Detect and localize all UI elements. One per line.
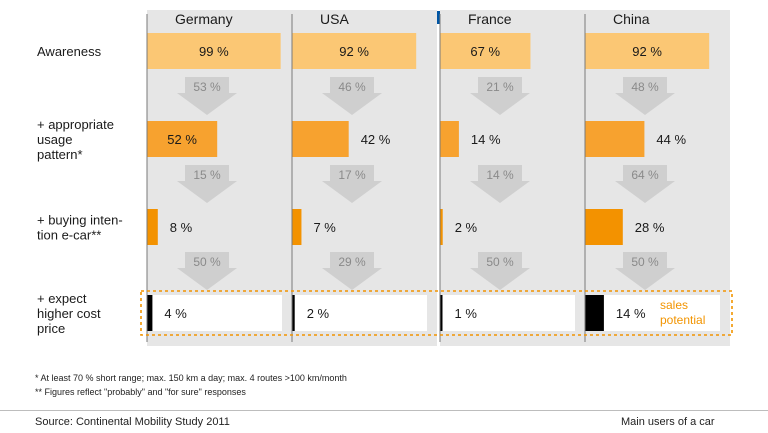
sales-potential-label-line-1: potential	[660, 313, 705, 327]
value-label-0-1: 92 %	[339, 44, 369, 59]
conversion-arrow-1-2	[470, 165, 530, 203]
bar-2-3	[585, 209, 623, 245]
row-label-0-line-0: Awareness	[37, 44, 102, 59]
conversion-arrow-2-1	[322, 252, 382, 290]
conversion-rate-label-1-2: 14 %	[486, 168, 514, 182]
bar-0-2	[440, 33, 531, 69]
value-label-3-0: 4 %	[164, 306, 187, 321]
bar-1-2	[440, 121, 459, 157]
value-label-3-1: 2 %	[307, 306, 330, 321]
conversion-arrow-1-3	[615, 165, 675, 203]
value-label-1-3: 44 %	[656, 132, 686, 147]
cost-row-cell-0	[147, 295, 282, 331]
sales-potential-label-line-0: sales	[660, 298, 688, 312]
bar-2-1	[292, 209, 302, 245]
sales-potential-box	[140, 290, 733, 336]
value-label-3-3: 14 %	[616, 306, 646, 321]
bar-0-1	[292, 33, 417, 69]
row-label-2-line-0: + buying inten-	[37, 213, 123, 228]
funnel-chart: Germany USA France China 53 % 46 % 21 % 48 % 15 …	[37, 10, 733, 346]
main-users-note: Main users of a car	[621, 416, 715, 428]
value-label-2-1: 7 %	[313, 220, 336, 235]
bar-2-2	[440, 209, 443, 245]
conversion-arrow-2-2	[470, 252, 530, 290]
country-label-france: France	[468, 11, 512, 27]
row-label-1-line-1: usage	[37, 132, 72, 147]
value-label-3-2: 1 %	[455, 306, 478, 321]
conversion-rate-label-1-0: 15 %	[193, 168, 221, 182]
source-note: Source: Continental Mobility Study 2011	[35, 416, 230, 428]
bar-1-0	[147, 121, 218, 157]
bar-3-0	[147, 295, 153, 331]
bar-3-2	[440, 295, 443, 331]
row-label-2-line-1: tion e-car**	[37, 228, 101, 243]
conversion-arrow-0-3	[615, 77, 675, 115]
conversion-arrow-0-0	[177, 77, 237, 115]
conversion-rate-label-0-1: 46 %	[338, 80, 366, 94]
row-label-1-line-2: pattern*	[37, 147, 83, 162]
value-label-0-3: 92 %	[632, 44, 662, 59]
value-label-2-3: 28 %	[635, 220, 665, 235]
conversion-arrow-1-1	[322, 165, 382, 203]
conversion-rate-label-2-0: 50 %	[193, 255, 221, 269]
conversion-arrow-2-3	[615, 252, 675, 290]
bar-3-1	[292, 295, 295, 331]
value-label-2-0: 8 %	[170, 220, 193, 235]
divider-line	[0, 410, 768, 411]
bar-3-3	[585, 295, 604, 331]
conversion-arrow-1-0	[177, 165, 237, 203]
country-label-germany: Germany	[175, 11, 233, 27]
bar-0-0	[147, 33, 281, 69]
value-label-2-2: 2 %	[455, 220, 478, 235]
value-label-1-1: 42 %	[361, 132, 391, 147]
country-label-usa: USA	[320, 11, 349, 27]
footnote-1: * At least 70 % short range; max. 150 km…	[35, 373, 347, 383]
bar-1-1	[292, 121, 349, 157]
cost-row-cell-2	[440, 295, 575, 331]
cost-row-cell-1	[292, 295, 427, 331]
conversion-arrow-2-0	[177, 252, 237, 290]
value-label-1-0: 52 %	[167, 132, 197, 147]
value-label-0-0: 99 %	[199, 44, 229, 59]
row-label-3-line-0: + expect	[37, 291, 87, 306]
conversion-rate-label-1-1: 17 %	[338, 168, 366, 182]
value-label-1-2: 14 %	[471, 132, 501, 147]
conversion-rate-label-0-3: 48 %	[631, 80, 659, 94]
conversion-rate-label-0-0: 53 %	[193, 80, 221, 94]
conversion-arrow-0-2	[470, 77, 530, 115]
conversion-rate-label-2-1: 29 %	[338, 255, 366, 269]
conversion-rate-label-0-2: 21 %	[486, 80, 514, 94]
row-label-1-line-0: + appropriate	[37, 117, 114, 132]
conversion-rate-label-2-2: 50 %	[486, 255, 514, 269]
footnote-2: ** Figures reflect "probably" and "for s…	[35, 387, 246, 397]
bar-0-3	[585, 33, 710, 69]
bar-1-3	[585, 121, 645, 157]
bar-2-0	[147, 209, 158, 245]
conversion-rate-label-1-3: 64 %	[631, 168, 659, 182]
conversion-rate-label-2-3: 50 %	[631, 255, 659, 269]
row-label-3-line-1: higher cost	[37, 306, 101, 321]
row-label-3-line-2: price	[37, 321, 65, 336]
country-label-china: China	[613, 11, 650, 27]
conversion-arrow-0-1	[322, 77, 382, 115]
value-label-0-2: 67 %	[470, 44, 500, 59]
cost-row-cell-3	[585, 295, 720, 331]
